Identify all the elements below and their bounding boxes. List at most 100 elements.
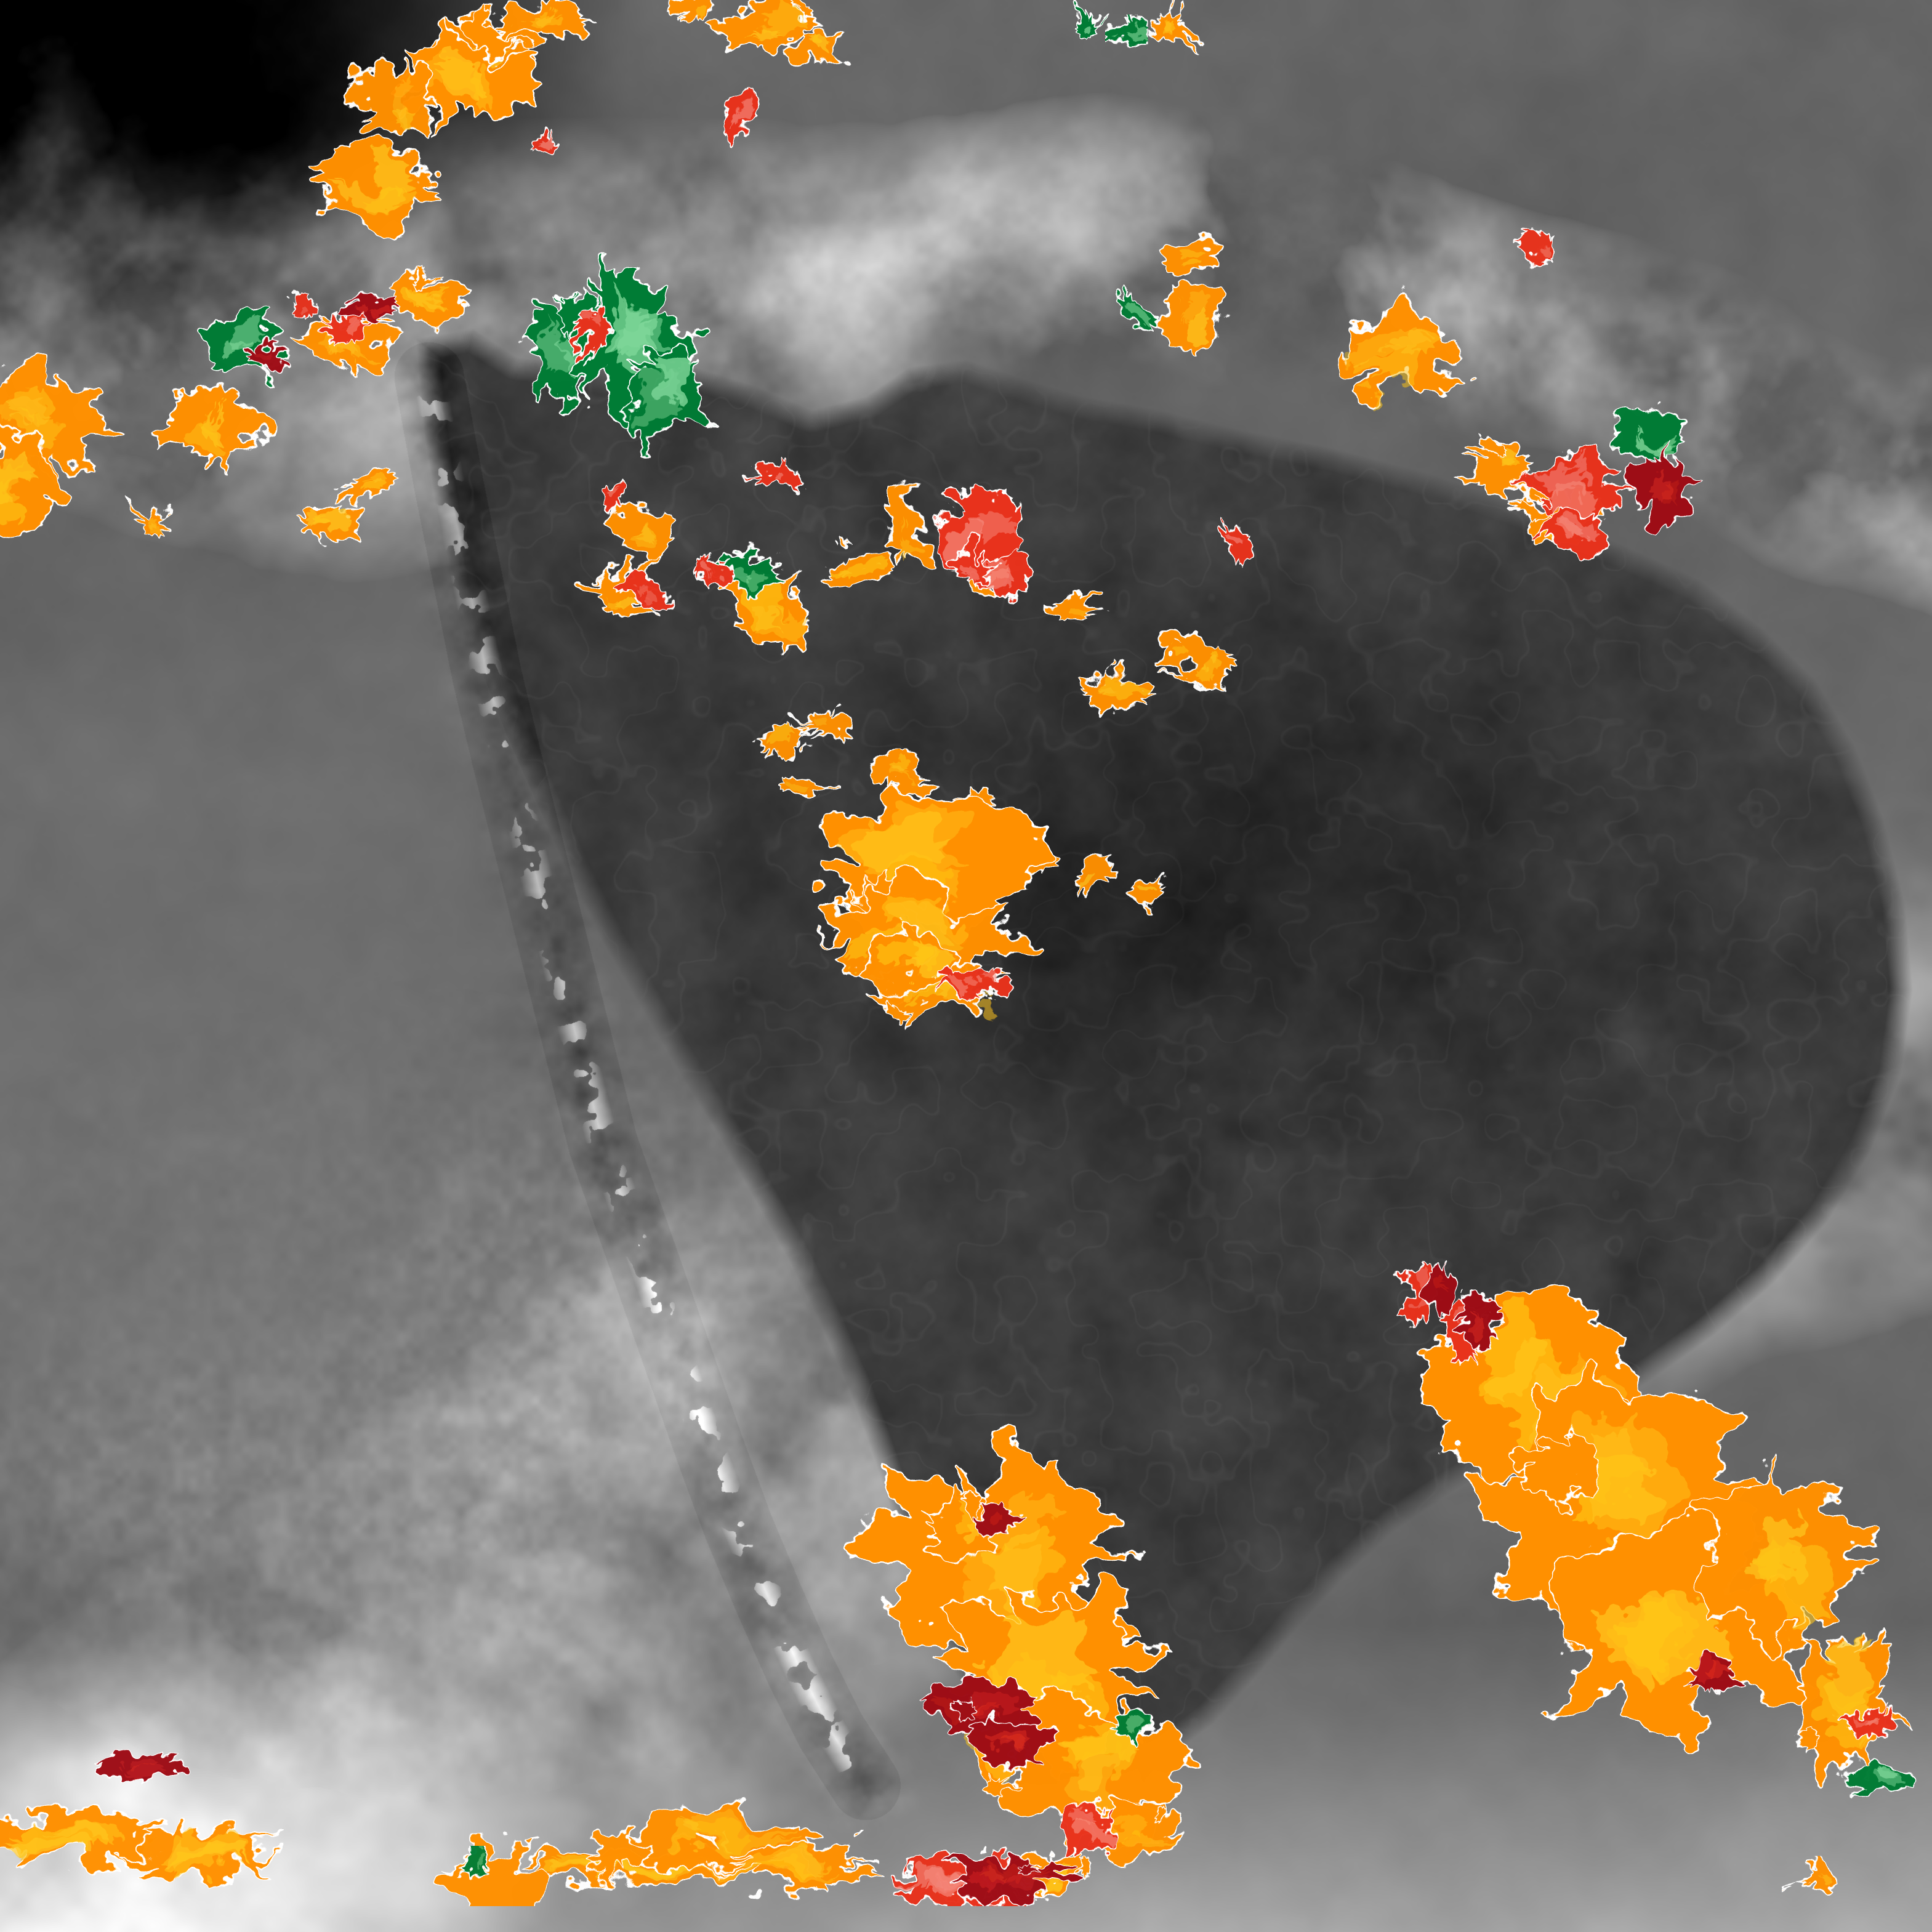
cloud-cluster-green [1112, 20, 1141, 47]
cluster-core-highlight [1579, 1407, 1688, 1556]
cloud-cluster-orange [880, 477, 926, 571]
cloud-cluster-orange [148, 386, 268, 470]
cloud-cluster-orange [308, 145, 441, 223]
cluster-core-highlight [996, 1736, 1030, 1748]
cloud-cluster-orange [703, 1842, 891, 1890]
cluster-core-highlight [1645, 433, 1671, 455]
cluster-core-highlight [470, 58, 500, 115]
cluster-fragment [424, 267, 447, 288]
cloud-cluster-orange [1793, 1863, 1836, 1893]
cluster-polygon [1153, 231, 1223, 284]
cluster-fragment [1536, 492, 1554, 504]
cloud-cluster-crimson [1628, 440, 1698, 536]
cluster-core-highlight [132, 1759, 155, 1767]
cloud-cluster-orange [603, 507, 677, 563]
cluster-core-highlight [895, 521, 914, 567]
cluster-core-highlight [799, 775, 811, 790]
cloud-cluster-red [283, 294, 321, 324]
cloud-cluster-orange [785, 763, 829, 803]
cloud-cluster-crimson [247, 342, 286, 370]
cloud-cluster-orange [120, 494, 183, 549]
cloud-cluster-orange [877, 760, 936, 804]
cluster-core-highlight [901, 945, 956, 972]
cluster-polygon [1071, 856, 1123, 908]
cloud-cluster-orange [1693, 1463, 1872, 1649]
cluster-core-highlight [744, 103, 753, 131]
cluster-core-highlight [1079, 882, 1098, 893]
cluster-core-highlight [183, 416, 224, 462]
cluster-core-highlight [764, 722, 791, 745]
cluster-fragment [470, 6, 518, 56]
cloud-cluster-red [938, 967, 1007, 1005]
cluster-core-highlight [1177, 308, 1209, 321]
cloud-cluster-green [705, 551, 787, 603]
cluster-core-highlight [722, 571, 757, 594]
cluster-core-highlight [429, 50, 492, 105]
cluster-polygon [597, 475, 634, 512]
cloud-cluster-green [1063, 1, 1113, 35]
cluster-core-highlight [1539, 239, 1548, 251]
cloud-cluster-crimson [340, 291, 398, 326]
cloud-cluster-red [572, 306, 610, 364]
cluster-core-highlight [1754, 1516, 1806, 1594]
cloud-cluster-red [728, 94, 759, 144]
cloud-cluster-crimson [1424, 1257, 1456, 1318]
cloud-cluster-red [1059, 1805, 1114, 1850]
cloud-cluster-green [1612, 411, 1687, 464]
cluster-core-highlight [1223, 531, 1246, 544]
cloud-cluster-orange [1153, 231, 1223, 284]
cluster-core-highlight [140, 517, 172, 542]
cluster-core-highlight [526, 9, 565, 28]
cluster-core-highlight [242, 319, 263, 344]
cluster-core-highlight [296, 307, 306, 317]
cluster-core-highlight [0, 462, 26, 491]
cluster-fragment [883, 990, 916, 1018]
cluster-core-highlight [354, 302, 369, 320]
cluster-polygon [1133, 874, 1174, 912]
cluster-core-highlight [1847, 1711, 1880, 1722]
cluster-core-highlight [884, 896, 952, 954]
cluster-core-highlight [1123, 296, 1147, 315]
cluster-core-highlight [1465, 1313, 1483, 1335]
cloud-cluster-orange [1044, 584, 1101, 626]
cluster-core-highlight [1124, 32, 1138, 39]
cluster-core-highlight [1085, 13, 1100, 25]
cloud-cluster-orange [0, 1801, 158, 1871]
cluster-core-highlight [537, 131, 552, 147]
cloud-cluster-red [691, 556, 728, 591]
cloud-cluster-red [526, 125, 557, 156]
cluster-core-highlight [704, 566, 717, 582]
cluster-polygon [572, 306, 610, 364]
cluster-fragment [590, 1825, 648, 1890]
cluster-fragment [786, 1, 808, 19]
cloud-cluster-orange [1133, 874, 1174, 912]
cluster-core-highlight [1436, 1271, 1444, 1294]
cluster-fragment [1515, 1422, 1603, 1513]
cluster-fragment [510, 39, 528, 56]
cloud-cluster-green [1112, 283, 1157, 323]
cluster-core-highlight [390, 101, 413, 128]
cluster-core-highlight [1872, 1767, 1900, 1791]
cloud-cluster-red [1217, 516, 1257, 566]
cluster-core-highlight [667, 1828, 722, 1856]
cluster-core-highlight [371, 308, 386, 316]
cluster-core-highlight [409, 289, 445, 315]
cluster-core-highlight [617, 299, 658, 390]
cluster-core-highlight [846, 553, 885, 575]
cluster-core-highlight [958, 557, 983, 579]
cluster-core-highlight [607, 482, 627, 493]
cloud-cluster-orange [343, 464, 407, 510]
cluster-core-highlight [749, 572, 767, 594]
cloud-cluster-red [1398, 1263, 1434, 1337]
cluster-polygon [340, 291, 398, 326]
cluster-core-highlight [1555, 520, 1585, 538]
cluster-core-highlight [46, 1822, 127, 1839]
cluster-core-highlight [121, 1763, 167, 1777]
cloud-cluster-red [597, 475, 634, 512]
cluster-core-highlight [1409, 1270, 1425, 1306]
cluster-fragment [949, 1694, 977, 1721]
cluster-core-highlight [801, 36, 821, 46]
